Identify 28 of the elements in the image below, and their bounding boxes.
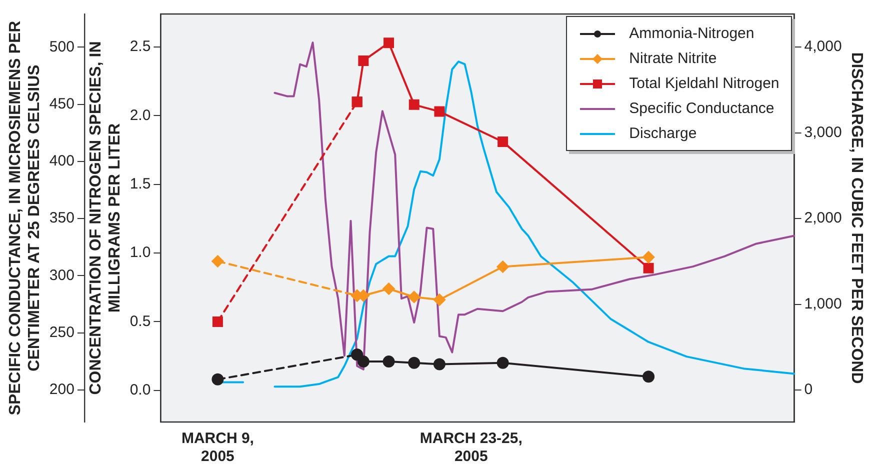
y3-tick-label: 450 xyxy=(49,95,74,112)
legend-label: Nitrate Nitrite xyxy=(629,50,717,67)
y3-tick-label: 300 xyxy=(49,266,74,284)
y2-tick-label: 4,000 xyxy=(804,38,842,56)
legend-label: Specific Conductance xyxy=(629,100,774,117)
x-tick-label: MARCH 9, 2005 xyxy=(181,430,254,466)
legend-label: Ammonia-Nitrogen xyxy=(629,25,754,42)
y3-tick-label: 500 xyxy=(49,38,74,56)
y-tick-label: 1.0 xyxy=(130,244,151,262)
legend-label: Total Kjeldahl Nitrogen xyxy=(629,75,780,92)
y-tick-label: 0.0 xyxy=(130,382,151,399)
y2-tick-label: 3,000 xyxy=(804,124,842,141)
y3-axis-title: SPECIFIC CONDUCTANCE, IN MICROSIEMENS PER CENTIMETER AT 25 DEGREES CELSIUS xyxy=(7,20,44,416)
y3-tick-label: 350 xyxy=(49,210,74,227)
y-tick-label: 2.0 xyxy=(130,106,151,124)
x-tick-label: MARCH 23-25, 2005 xyxy=(420,430,522,466)
legend-label: Discharge xyxy=(629,125,697,142)
y2-tick-label: 1,000 xyxy=(804,295,842,312)
y2-tick-label: 0 xyxy=(804,381,813,398)
y3-tick-label: 400 xyxy=(49,152,74,170)
y2-axis-title: DISCHARGE, IN CUBIC FEET PER SECOND xyxy=(848,52,865,384)
y-tick-label: 2.5 xyxy=(130,38,151,56)
y-tick-label: 0.5 xyxy=(130,312,151,330)
y3-tick-label: 200 xyxy=(49,381,74,398)
y-axis-title: CONCENTRATION OF NITROGEN SPECIES, IN MILLIGRAMS PER LITER xyxy=(87,41,124,395)
y-tick-label: 1.5 xyxy=(130,175,151,192)
y2-tick-label: 2,000 xyxy=(804,210,842,227)
y3-tick-label: 250 xyxy=(49,324,74,341)
